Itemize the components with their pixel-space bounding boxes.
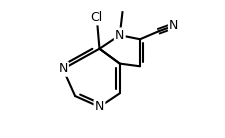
Text: N: N bbox=[115, 29, 124, 42]
Text: N: N bbox=[58, 63, 67, 75]
Text: Cl: Cl bbox=[90, 11, 102, 24]
Text: N: N bbox=[169, 19, 178, 32]
Text: N: N bbox=[94, 100, 104, 113]
